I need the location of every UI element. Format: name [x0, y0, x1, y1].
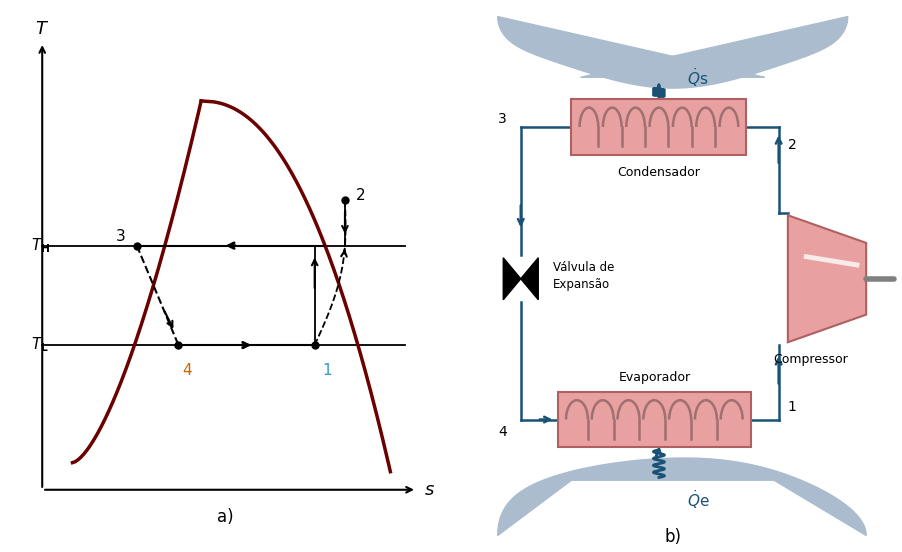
Text: 2: 2 [356, 188, 365, 203]
FancyBboxPatch shape [557, 392, 750, 447]
Text: 2: 2 [787, 138, 796, 152]
Text: 1: 1 [787, 400, 796, 414]
Text: $\dot{Q}$s: $\dot{Q}$s [686, 66, 707, 89]
Text: 4: 4 [498, 425, 506, 439]
Text: 4: 4 [182, 363, 191, 378]
Text: 3: 3 [115, 229, 125, 244]
Text: $T$: $T$ [35, 20, 50, 38]
Text: 1: 1 [322, 363, 332, 378]
Text: $s$: $s$ [424, 481, 435, 499]
FancyBboxPatch shape [571, 99, 746, 155]
Text: $T_{\mathbf{H}}$: $T_{\mathbf{H}}$ [31, 236, 51, 255]
Text: 3: 3 [498, 112, 506, 126]
Text: Condensador: Condensador [617, 166, 700, 179]
Text: Evaporador: Evaporador [618, 370, 690, 384]
Polygon shape [497, 17, 847, 88]
Text: $\dot{Q}$e: $\dot{Q}$e [686, 489, 708, 512]
Text: a): a) [217, 508, 234, 526]
Polygon shape [502, 258, 520, 300]
Text: Compressor: Compressor [773, 353, 847, 367]
Polygon shape [520, 258, 538, 300]
Polygon shape [787, 215, 865, 342]
Text: b): b) [664, 528, 680, 546]
Text: Válvula de
Expansão: Válvula de Expansão [552, 261, 613, 291]
Polygon shape [497, 458, 865, 535]
Text: $T_{\mathbf{L}}$: $T_{\mathbf{L}}$ [31, 336, 49, 354]
